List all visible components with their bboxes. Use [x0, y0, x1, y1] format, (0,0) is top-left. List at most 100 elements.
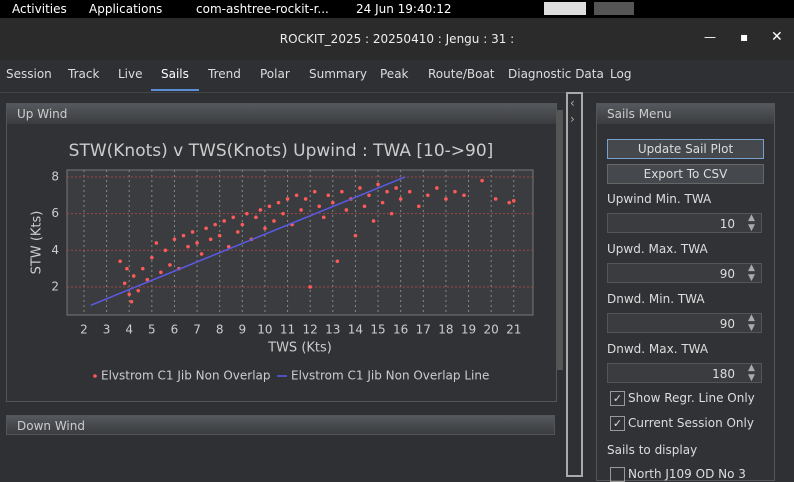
- point: [226, 244, 231, 249]
- maximize[interactable]: ▪: [740, 30, 749, 44]
- point: [159, 270, 163, 275]
- point: [326, 193, 331, 198]
- spin-box[interactable]: 10: [607, 213, 762, 233]
- point: [367, 193, 371, 198]
- y-tick-label: 4: [51, 243, 59, 257]
- tab[interactable]: Diagnostic Data: [508, 67, 604, 81]
- checkbox-label: Current Session Only: [628, 416, 754, 430]
- minimize[interactable]: —: [704, 30, 716, 44]
- legend-label: Elvstrom C1 Jib Non Overlap Line: [291, 369, 489, 383]
- tab[interactable]: Live: [118, 67, 143, 81]
- point: [258, 208, 263, 212]
- point: [462, 193, 466, 198]
- point: [362, 204, 367, 209]
- field-label: Upwind Min. TWA: [607, 192, 712, 206]
- x-tick-label: 8: [216, 323, 224, 337]
- x-tick-label: 7: [193, 323, 201, 337]
- x-tick-label: 14: [348, 323, 363, 337]
- y-tick-label: 2: [51, 279, 59, 293]
- x-tick-label: 6: [171, 323, 179, 337]
- point: [299, 208, 303, 212]
- tab[interactable]: Trend: [208, 67, 241, 81]
- x-tick-label: 20: [484, 323, 499, 337]
- point: [303, 197, 308, 201]
- update-button[interactable]: Update Sail Plot: [607, 139, 764, 159]
- point: [208, 237, 213, 242]
- checkbox-label: Show Regr. Line Only: [628, 391, 755, 405]
- point: [195, 241, 199, 245]
- x-tick-label: 12: [303, 323, 318, 337]
- point: [154, 241, 159, 245]
- point: [376, 182, 380, 187]
- tab[interactable]: Peak: [380, 67, 409, 81]
- point: [190, 230, 195, 234]
- sail-checkbox[interactable]: [610, 467, 625, 482]
- plot-area: [66, 169, 534, 316]
- x-tick-label: 3: [103, 323, 111, 337]
- x-tick-label: 11: [280, 323, 295, 337]
- point: [150, 255, 154, 260]
- legend-swatch: [93, 374, 97, 378]
- spin-arrows: ▲ ▼: [748, 263, 755, 283]
- spin-box[interactable]: 180: [607, 363, 762, 383]
- point: [136, 288, 141, 293]
- x-tick-label: 18: [438, 323, 453, 337]
- checkbox[interactable]: ✓: [610, 391, 625, 406]
- chart-title: STW(Knots) v TWS(Knots) Upwind : TWA [10…: [69, 141, 494, 161]
- spin-box[interactable]: 90: [607, 263, 762, 283]
- point: [235, 230, 240, 234]
- splitter[interactable]: ‹ ›: [566, 92, 583, 477]
- sails-label: Sails to display: [607, 443, 698, 457]
- point: [453, 189, 457, 194]
- x-tick-label: 21: [506, 323, 521, 337]
- spin-box[interactable]: 90: [607, 313, 762, 333]
- point: [480, 178, 484, 183]
- tab[interactable]: Track: [68, 67, 100, 81]
- sail-item[interactable]: North J109 OD No 3: [628, 467, 746, 481]
- scrollbar[interactable]: [557, 110, 563, 370]
- downwind-header[interactable]: Down Wind: [6, 415, 555, 435]
- x-tick-label: 2: [80, 323, 88, 337]
- indicator: [594, 2, 634, 15]
- regression-line: [90, 176, 406, 306]
- point: [344, 208, 349, 212]
- point: [245, 211, 249, 216]
- window-title: ROCKIT_2025 : 20250410 : Jengu : 31 :: [279, 32, 515, 46]
- tab[interactable]: Session: [6, 67, 52, 81]
- point: [267, 204, 272, 209]
- tab[interactable]: Sails: [151, 67, 199, 91]
- point: [340, 189, 344, 194]
- point: [353, 233, 358, 238]
- x-tick-label: 13: [325, 323, 340, 337]
- tab[interactable]: Polar: [260, 67, 290, 81]
- point: [380, 200, 385, 205]
- y-tick-label: 6: [51, 206, 59, 220]
- panel-header: Sails Menu: [597, 104, 774, 124]
- app-name[interactable]: com-ashtree-rockit-r...: [196, 2, 329, 16]
- applications[interactable]: Applications: [89, 2, 163, 16]
- point: [231, 215, 236, 220]
- x-tick-label: 19: [461, 323, 476, 337]
- point: [131, 274, 136, 278]
- x-tick-label: 5: [148, 323, 156, 337]
- point: [145, 277, 150, 282]
- close[interactable]: ✕: [771, 29, 783, 45]
- upwind-panel: Up Wind STW(Knots) v TWS(Knots) Upwind :…: [6, 103, 557, 402]
- tab[interactable]: Summary: [309, 67, 367, 81]
- legend-label: Elvstrom C1 Jib Non Overlap: [101, 369, 271, 383]
- spin-arrows: ▲ ▼: [748, 213, 755, 233]
- clock[interactable]: 24 Jun 19:40:12: [356, 2, 452, 16]
- point: [204, 226, 208, 231]
- point: [511, 198, 516, 203]
- checkbox[interactable]: ✓: [610, 416, 625, 431]
- title-bar: ROCKIT_2025 : 20250410 : Jengu : 31 : — …: [0, 18, 794, 60]
- point: [254, 215, 258, 220]
- x-tick-label: 16: [393, 323, 408, 337]
- tab[interactable]: Route/Boat: [428, 67, 495, 81]
- x-tick-label: 15: [370, 323, 385, 337]
- point: [199, 252, 204, 256]
- input-indicator: [544, 2, 586, 15]
- activities[interactable]: Activities: [12, 2, 67, 16]
- export-button[interactable]: Export To CSV: [607, 164, 764, 184]
- tab[interactable]: Log: [610, 67, 632, 81]
